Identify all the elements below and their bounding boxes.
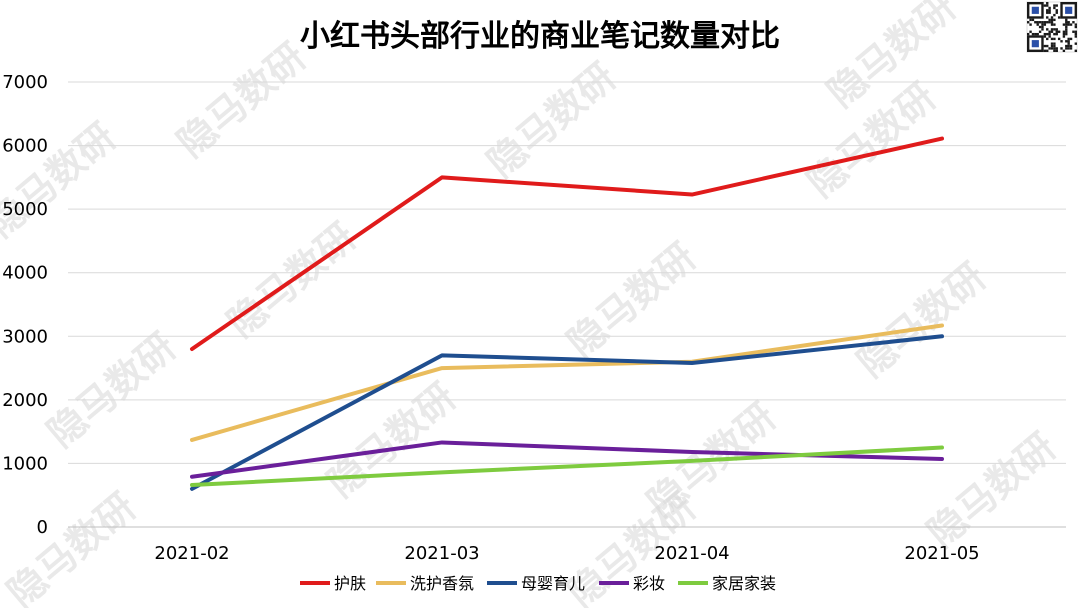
legend-label: 护肤: [334, 574, 366, 593]
watermark-text: 隐马数研: [849, 254, 994, 385]
legend-item: 护肤: [300, 574, 366, 593]
x-tick-label: 2021-02: [154, 543, 229, 564]
watermark-text: 隐马数研: [0, 484, 144, 608]
watermark-text: 隐马数研: [479, 54, 624, 185]
grid-lines: [68, 81, 1066, 528]
y-tick-label: 6000: [2, 136, 48, 157]
watermark-text: 隐马数研: [319, 374, 464, 505]
legend-item: 母婴育儿: [487, 574, 585, 593]
y-tick-label: 7000: [2, 72, 48, 93]
y-tick-label: 5000: [2, 199, 48, 220]
legend-item: 家居家装: [678, 574, 776, 593]
legend-label: 彩妆: [633, 574, 665, 593]
series-line: [190, 334, 944, 491]
y-tick-label: 1000: [2, 453, 48, 474]
x-tick-label: 2021-05: [904, 543, 979, 564]
watermark-text: 隐马数研: [559, 234, 704, 365]
series-line: [190, 440, 944, 479]
y-tick-label: 0: [37, 517, 48, 538]
y-tick-label: 4000: [2, 263, 48, 284]
x-axis-ticks: 2021-02 2021-03 2021-04 2021-05: [154, 543, 979, 564]
chart-title: 小红书头部行业的商业笔记数量对比: [300, 19, 780, 54]
y-tick-label: 2000: [2, 390, 48, 411]
y-tick-label: 3000: [2, 326, 48, 347]
legend-item: 彩妆: [599, 574, 665, 593]
legend: 护肤 洗护香氛 母婴育儿 彩妆 家居家装: [300, 574, 776, 593]
series-lines: [190, 136, 944, 491]
legend-label: 母婴育儿: [521, 574, 585, 593]
x-tick-label: 2021-04: [654, 543, 729, 564]
y-axis-ticks: 0 1000 2000 3000 4000 5000 6000 7000: [2, 72, 48, 538]
qr-code-icon: [1026, 1, 1078, 53]
series-line: [190, 445, 944, 488]
series-line: [190, 136, 944, 351]
x-tick-label: 2021-03: [404, 543, 479, 564]
watermark-text: 隐马数研: [0, 114, 124, 245]
watermark-text: 隐马数研: [919, 424, 1064, 555]
legend-item: 洗护香氛: [376, 574, 474, 593]
legend-label: 洗护香氛: [410, 574, 474, 593]
watermark-text: 隐马数研: [39, 324, 184, 455]
series-line: [190, 323, 944, 442]
legend-label: 家居家装: [712, 574, 776, 593]
